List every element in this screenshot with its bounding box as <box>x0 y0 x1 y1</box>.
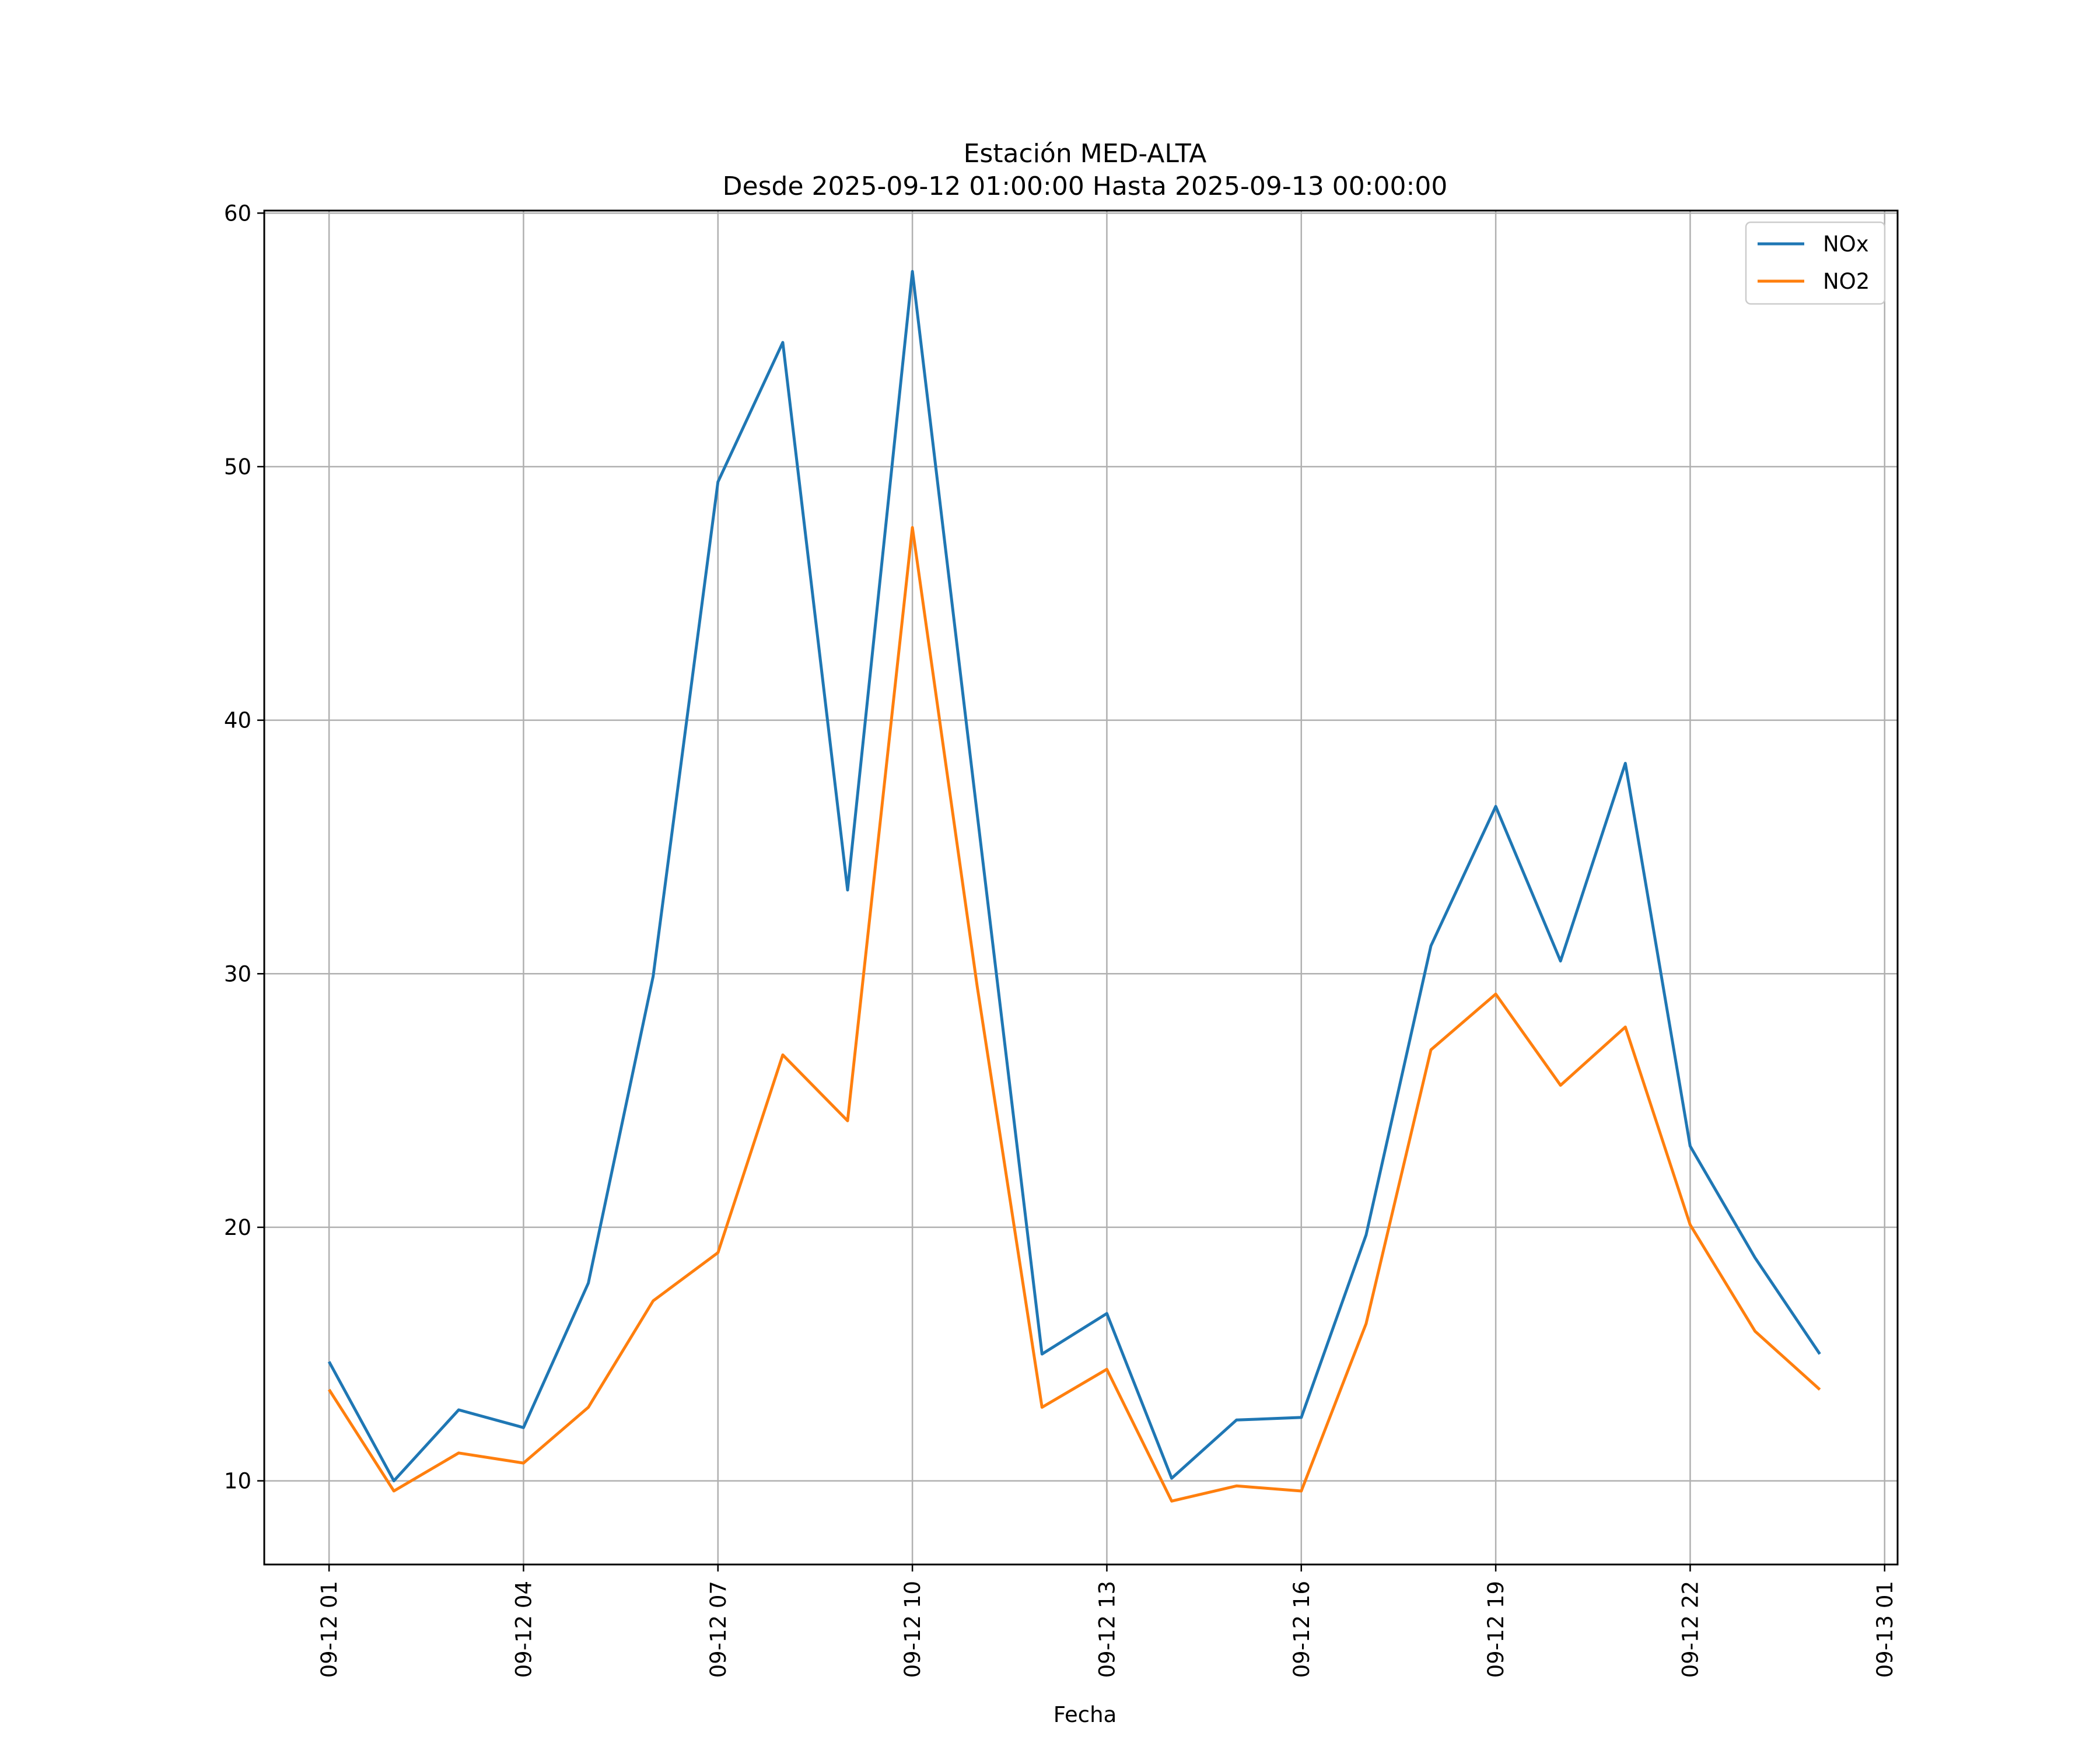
legend-label-nox: NOx <box>1823 232 1869 257</box>
x-tick-label: 09-12 04 <box>511 1581 536 1678</box>
x-tick-label: 09-12 07 <box>706 1581 731 1678</box>
y-gridlines <box>264 212 1898 1482</box>
y-tick-label: 40 <box>224 708 251 733</box>
x-tick-label: 09-12 19 <box>1483 1581 1508 1678</box>
x-tick-label: 09-12 01 <box>317 1581 342 1678</box>
x-axis-label: Fecha <box>1054 1702 1117 1727</box>
chart-title: Estación MED-ALTA <box>964 139 1207 169</box>
x-tick-label: 09-12 22 <box>1678 1581 1703 1678</box>
y-tick-label: 20 <box>224 1215 251 1240</box>
x-axis-ticks: 09-12 01 09-12 04 09-12 07 09-12 10 09-12 13… <box>317 1564 1898 1678</box>
y-tick-label: 60 <box>224 201 251 226</box>
series-line-no2 <box>327 526 1821 1503</box>
plot-frame <box>263 209 1899 1566</box>
x-tick-label: 09-12 13 <box>1094 1581 1119 1678</box>
legend: NOx NO2 <box>1745 221 1886 305</box>
x-tick-label: 09-13 01 <box>1873 1581 1898 1678</box>
y-tick-label: 50 <box>224 454 251 480</box>
series-line-nox <box>327 270 1821 1483</box>
y-tick-label: 30 <box>224 961 251 986</box>
chart-subtitle: Desde 2025-09-12 01:00:00 Hasta 2025-09-… <box>723 172 1448 201</box>
y-tick-label: 10 <box>224 1469 251 1494</box>
legend-label-no2: NO2 <box>1823 269 1870 294</box>
x-gridlines <box>328 211 1886 1564</box>
series-lines <box>327 270 1821 1503</box>
y-axis-ticks: 10 20 30 40 50 60 <box>224 201 264 1494</box>
x-tick-label: 09-12 10 <box>900 1581 925 1678</box>
x-tick-label: 09-12 16 <box>1289 1581 1314 1678</box>
